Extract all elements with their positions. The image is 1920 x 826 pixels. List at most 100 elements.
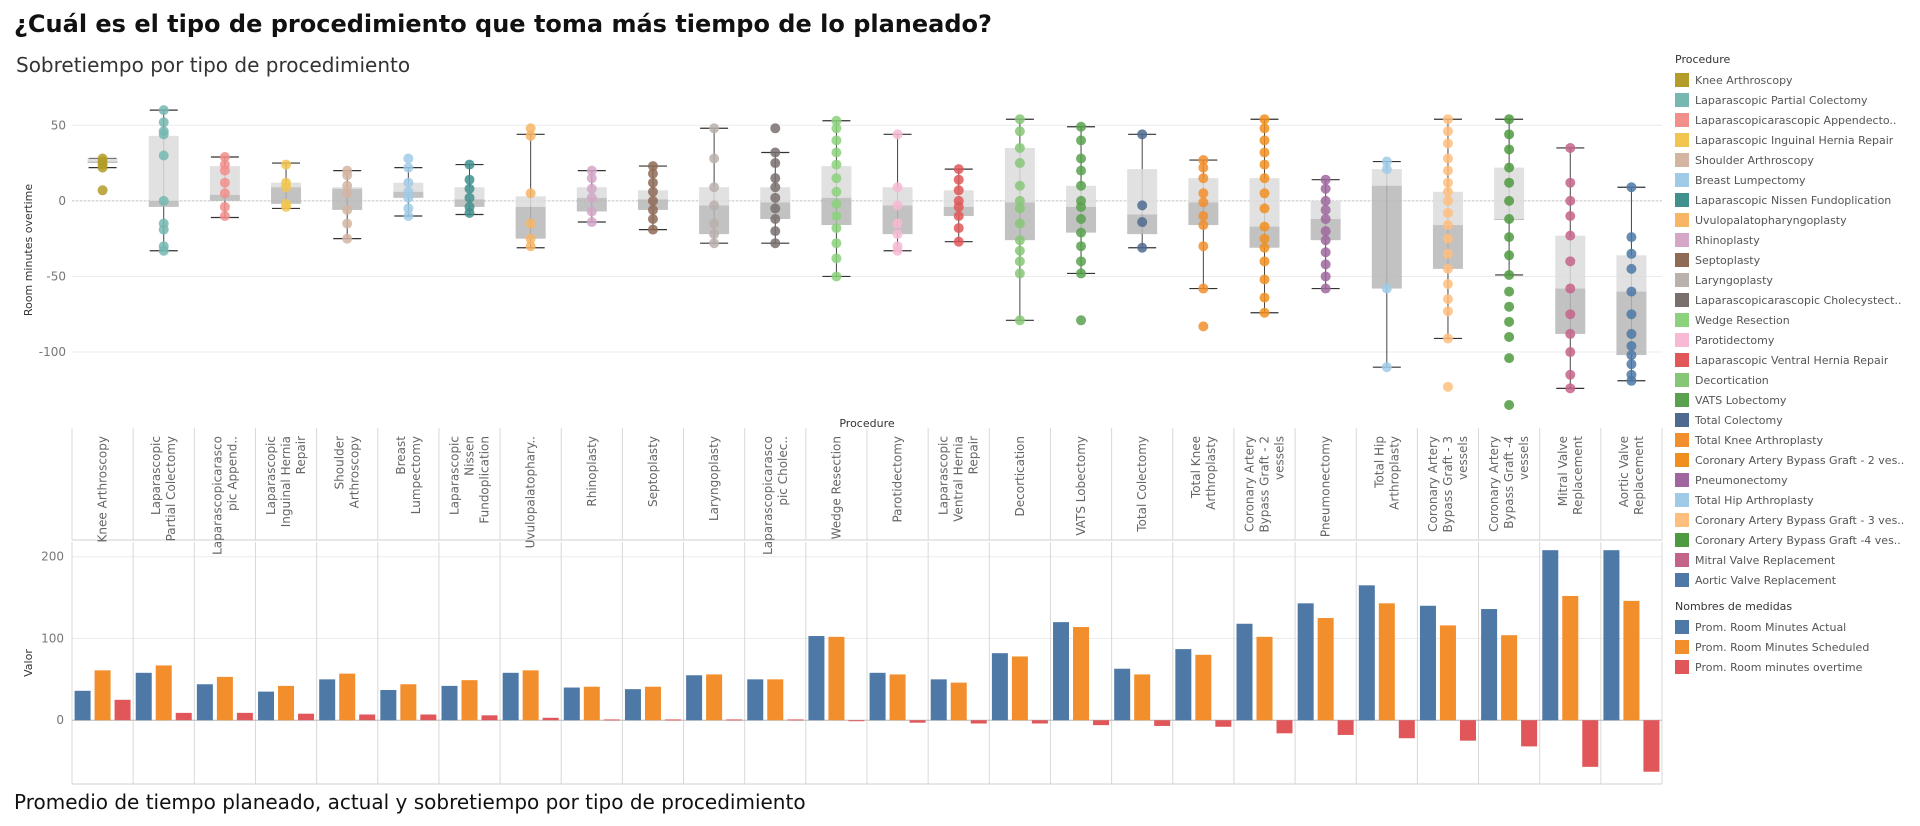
boxplot-point <box>1442 306 1453 317</box>
measure-legend-item[interactable]: Prom. Room Minutes Actual <box>1675 617 1869 637</box>
boxplot-point <box>1014 195 1025 206</box>
boxplot-point <box>219 152 230 163</box>
boxplot-point <box>219 188 230 199</box>
procedure-legend-item[interactable]: Rhinoplasty <box>1675 230 1904 250</box>
procedure-legend-item[interactable]: Mitral Valve Replacement <box>1675 550 1904 570</box>
procedure-legend-item[interactable]: Decortication <box>1675 370 1904 390</box>
boxplot-point <box>1259 203 1270 214</box>
procedure-legend-item[interactable]: Total Colectomy <box>1675 410 1904 430</box>
boxplot-point <box>647 161 658 172</box>
legend-swatch <box>1675 213 1689 227</box>
procedure-legend-item[interactable]: Laparascopicarascopic Appendecto.. <box>1675 110 1904 130</box>
legend-swatch <box>1675 113 1689 127</box>
procedure-legend-item[interactable]: Laparascopic Nissen Fundoplication <box>1675 190 1904 210</box>
procedure-legend-item[interactable]: Laparascopic Ventral Hernia Repair <box>1675 350 1904 370</box>
bar-scheduled <box>1562 595 1579 721</box>
boxplot-point <box>953 210 964 221</box>
measure-legend-item[interactable]: Prom. Room minutes overtime <box>1675 657 1869 677</box>
bar-overtime <box>664 719 681 721</box>
boxplot-point <box>1565 369 1576 380</box>
bar-overtime <box>1398 720 1415 739</box>
column-header-label: Replacement <box>1632 436 1646 515</box>
procedure-legend-item[interactable]: Pneumonectomy <box>1675 470 1904 490</box>
procedure-legend-title: Procedure <box>1675 53 1731 66</box>
boxplot-point <box>1442 177 1453 188</box>
procedure-legend-item[interactable]: Laryngoplasty <box>1675 270 1904 290</box>
procedure-legend-item[interactable]: Coronary Artery Bypass Graft - 3 ves.. <box>1675 510 1904 530</box>
boxplot-point <box>342 233 353 244</box>
procedure-legend-item[interactable]: Coronary Artery Bypass Graft -4 ves.. <box>1675 530 1904 550</box>
column-header-label: Total Colectomy <box>1135 436 1149 533</box>
procedure-legend-item[interactable]: Laparascopic Inguinal Hernia Repair <box>1675 130 1904 150</box>
legend-label: Rhinoplasty <box>1695 233 1760 247</box>
boxplot-point <box>709 153 720 164</box>
boxplot-point <box>1014 256 1025 267</box>
bar-actual <box>1542 550 1559 721</box>
procedure-legend-item[interactable]: Parotidectomy <box>1675 330 1904 350</box>
bar-overtime <box>787 719 804 721</box>
boxplot-point <box>525 188 536 199</box>
procedure-legend-item[interactable]: Coronary Artery Bypass Graft - 2 ves.. <box>1675 450 1904 470</box>
boxplot-point <box>1137 129 1148 140</box>
boxplot-point <box>1442 248 1453 259</box>
boxplot-point <box>1442 138 1453 149</box>
legend-swatch <box>1675 433 1689 447</box>
boxplot-point <box>1442 165 1453 176</box>
boxplot-point <box>1626 248 1637 259</box>
bar-overtime <box>298 713 315 721</box>
boxplot-point <box>97 185 108 196</box>
bar-actual <box>1114 668 1131 721</box>
boxplot-point <box>1504 162 1515 173</box>
boxplot-point <box>586 183 597 194</box>
legend-swatch <box>1675 493 1689 507</box>
boxplot-box <box>699 123 730 249</box>
bar-overtime <box>481 715 498 721</box>
boxplot-point <box>403 177 414 188</box>
column-header-label: vessels <box>1456 436 1470 480</box>
legend-swatch <box>1675 640 1689 654</box>
bar-scheduled <box>216 676 233 721</box>
procedure-legend-item[interactable]: Total Hip Arthroplasty <box>1675 490 1904 510</box>
column-header-label: Decortication <box>1013 436 1027 516</box>
boxplot-y-tick-label: 0 <box>58 194 66 208</box>
procedure-legend-item[interactable]: VATS Lobectomy <box>1675 390 1904 410</box>
column-header-label: Arthroplasty <box>1387 436 1401 510</box>
boxplot-point <box>1014 142 1025 153</box>
procedure-legend-item[interactable]: Laparascopicarascopic Cholecystect.. <box>1675 290 1904 310</box>
procedure-legend-item[interactable]: Breast Lumpectomy <box>1675 170 1904 190</box>
procedure-legend-item[interactable]: Aortic Valve Replacement <box>1675 570 1904 590</box>
legend-swatch <box>1675 620 1689 634</box>
procedure-legend-item[interactable]: Laparascopic Partial Colectomy <box>1675 90 1904 110</box>
procedure-legend-item[interactable]: Knee Arthroscopy <box>1675 70 1904 90</box>
boxplot-point <box>647 224 658 235</box>
bar-overtime <box>1154 720 1171 726</box>
legend-swatch <box>1675 473 1689 487</box>
column-header-label: vessels <box>1273 436 1287 480</box>
procedure-legend-item[interactable]: Septoplasty <box>1675 250 1904 270</box>
boxplot-point <box>1381 156 1392 167</box>
boxplot-box <box>1127 129 1158 253</box>
boxplot-y-tick-label: 50 <box>51 118 66 132</box>
legend-swatch <box>1675 393 1689 407</box>
boxplot-y-tick-label: -50 <box>46 269 66 283</box>
bar-actual <box>991 653 1008 721</box>
procedure-legend-item[interactable]: Shoulder Arthroscopy <box>1675 150 1904 170</box>
bar-scheduled <box>1317 618 1334 721</box>
boxplot-point <box>1320 235 1331 246</box>
procedure-legend-item[interactable]: Total Knee Arthroplasty <box>1675 430 1904 450</box>
legend-label: Coronary Artery Bypass Graft - 2 ves.. <box>1695 453 1905 467</box>
boxplot-point <box>464 174 475 185</box>
legend-swatch <box>1675 73 1689 87</box>
bar-scheduled <box>1011 656 1028 721</box>
column-header-label: Bypass Graft - 2 <box>1258 436 1272 533</box>
boxplot-point <box>1076 201 1087 212</box>
bar-actual <box>258 691 275 721</box>
bar-y-tick-label: 0 <box>56 713 64 727</box>
boxplot-point <box>1259 242 1270 253</box>
bar-scheduled <box>889 674 906 721</box>
procedure-legend-item[interactable]: Uvulopalatopharyngoplasty <box>1675 210 1904 230</box>
boxplot-point <box>953 236 964 247</box>
procedure-legend-item[interactable]: Wedge Resection <box>1675 310 1904 330</box>
measure-legend-item[interactable]: Prom. Room Minutes Scheduled <box>1675 637 1869 657</box>
boxplot-point <box>1320 183 1331 194</box>
